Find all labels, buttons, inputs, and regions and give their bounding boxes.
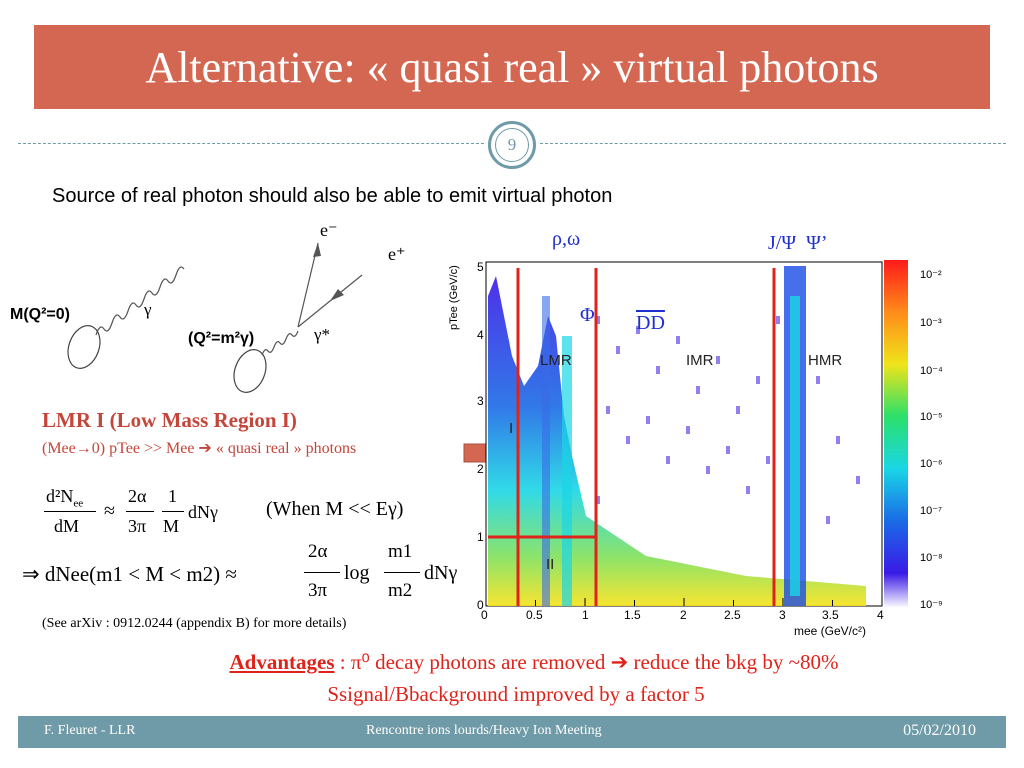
- electron-label: e⁻: [320, 220, 338, 240]
- m-denom: M: [163, 516, 180, 536]
- omega-peak: [542, 296, 550, 606]
- density-band: [488, 276, 866, 606]
- advantages-line2: Ssignal/Bbackground improved by a factor…: [0, 682, 1024, 707]
- title-bar: Alternative: « quasi real » virtual phot…: [34, 25, 990, 109]
- lmr-subtitle: (Mee→0) pTee >> Mee ➔ « quasi real » pho…: [42, 440, 357, 457]
- x-tick-7: 3.5: [822, 608, 839, 622]
- z-tick-1: 10⁻³: [920, 317, 942, 329]
- reference-note: (See arXiv : 0912.0244 (appendix B) for …: [42, 616, 347, 631]
- page-badge: 9: [488, 121, 536, 169]
- rho-omega-label: ρ,ω: [552, 228, 581, 250]
- log-text: log: [344, 562, 370, 584]
- fraction-bar-4: [304, 572, 340, 573]
- jpsi-label: J/Ψ Ψ’: [768, 232, 828, 254]
- gamma-star-label: γ*: [314, 325, 331, 344]
- x-tick-5: 2.5: [724, 608, 741, 622]
- advantages-text-2: Ssignal/Bbackground improved by a factor…: [327, 682, 705, 706]
- x-axis-label: mee (GeV/c²): [794, 624, 867, 638]
- x-tick-1: 0.5: [526, 608, 543, 622]
- separator-right: [540, 143, 1006, 144]
- dn-gamma-1: dNγ: [188, 502, 218, 522]
- electron-line: [297, 242, 319, 328]
- real-photon-line: [95, 266, 185, 336]
- x-tick-6: 3: [779, 608, 786, 622]
- m1: m1: [388, 541, 413, 562]
- formula-numerator: d²Nee: [46, 486, 84, 510]
- left-diagram-label: M(Q²=0): [10, 306, 70, 323]
- fraction-bar-2: [126, 511, 154, 512]
- advantages-text: : π⁰ decay photons are removed ➔ reduce …: [334, 650, 839, 674]
- region-i-label: I: [509, 420, 514, 437]
- advantages-key: Advantages: [229, 650, 335, 674]
- fraction-bar-1: [44, 511, 96, 512]
- two-alpha-2: 2α: [308, 541, 328, 562]
- gamma-label: γ: [144, 300, 152, 319]
- scatter-speckles: [596, 316, 860, 524]
- x-tick-0: 0: [481, 608, 488, 622]
- dn-gamma-2: dNγ: [424, 562, 458, 584]
- lmr-region-label: LMR: [540, 352, 572, 369]
- one: 1: [168, 486, 177, 506]
- fraction-bar-3: [162, 511, 184, 512]
- subtitle: Source of real photon should also be abl…: [52, 185, 613, 207]
- three-pi-2: 3π: [308, 580, 328, 601]
- dd-label: DD: [636, 312, 665, 334]
- footer: F. Fleuret - LLR Rencontre ions lourds/H…: [18, 716, 1006, 748]
- phi-peak: [562, 336, 572, 606]
- footer-author: F. Fleuret - LLR: [44, 723, 136, 738]
- virtual-photon-line: [261, 330, 299, 356]
- y-tick-0: 0: [477, 598, 484, 612]
- separator-left: [18, 143, 484, 144]
- lmr-title: LMR I (Low Mass Region I): [42, 408, 297, 432]
- advantages-line1: Advantages : π⁰ decay photons are remove…: [0, 650, 1024, 675]
- page-number: 9: [495, 128, 529, 162]
- right-diagram-label: (Q²=m²γ): [188, 330, 255, 347]
- y-tick-5: 5: [477, 260, 484, 274]
- x-tick-4: 2: [680, 608, 687, 622]
- z-color-bar: [884, 260, 908, 608]
- z-tick-6: 10⁻⁸: [920, 552, 943, 564]
- x-axis-ticks: [485, 598, 883, 606]
- formula-denominator: dM: [54, 516, 80, 536]
- x-tick-8: 4: [877, 608, 884, 622]
- positron-label: e⁺: [388, 244, 406, 264]
- formula-line2: ⇒ dNee(m1 < M < m2) ≈: [22, 562, 237, 586]
- z-tick-7: 10⁻⁹: [920, 599, 943, 611]
- mass-spectrum-plot: [485, 260, 908, 608]
- x-tick-3: 1.5: [624, 608, 641, 622]
- x-tick-2: 1: [582, 608, 589, 622]
- approx-1: ≈: [104, 500, 115, 522]
- z-tick-3: 10⁻⁵: [920, 411, 943, 423]
- y-tick-4: 4: [477, 328, 484, 342]
- source-circle-right: [233, 349, 267, 393]
- z-tick-4: 10⁻⁶: [920, 458, 943, 470]
- photon-diagram: [67, 242, 363, 393]
- y-tick-2: 2: [477, 462, 484, 476]
- slide-title: Alternative: « quasi real » virtual phot…: [145, 42, 879, 92]
- source-circle-left: [67, 325, 101, 369]
- phi-label: Φ: [580, 304, 595, 326]
- when-condition: (When M << Eγ): [266, 498, 404, 520]
- footer-date: 05/02/2010: [903, 722, 976, 739]
- y-axis-label: pTee (GeV/c): [448, 265, 460, 330]
- z-tick-0: 10⁻²: [920, 269, 942, 281]
- y-tick-1: 1: [477, 530, 484, 544]
- y-tick-3: 3: [477, 394, 484, 408]
- three-pi-1: 3π: [128, 516, 147, 536]
- m2: m2: [388, 580, 413, 601]
- fraction-bar-5: [384, 572, 420, 573]
- imr-region-label: IMR: [686, 352, 714, 369]
- two-alpha-1: 2α: [128, 486, 147, 506]
- hmr-region-label: HMR: [808, 352, 843, 369]
- footer-event: Rencontre ions lourds/Heavy Ion Meeting: [366, 723, 602, 738]
- z-tick-2: 10⁻⁴: [920, 365, 943, 377]
- z-tick-5: 10⁻⁷: [920, 505, 943, 517]
- region-ii-label: II: [546, 556, 555, 573]
